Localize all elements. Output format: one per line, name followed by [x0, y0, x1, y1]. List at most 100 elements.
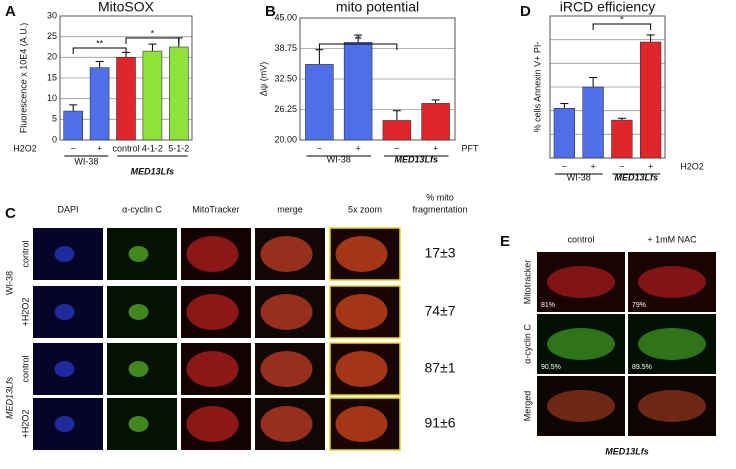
- result-header: % mito: [426, 192, 454, 202]
- y-tick-label: 30: [47, 10, 57, 20]
- cell-signal: [335, 351, 388, 387]
- y-tick-label: 32.50: [274, 73, 297, 83]
- treatment-label: PFT: [462, 143, 480, 153]
- group-label: WI-38: [567, 172, 591, 182]
- x-tick-label: 5-1-2: [168, 143, 189, 153]
- result-header: fragmentation: [412, 204, 467, 214]
- y-axis-label: Fluorescence x 10E4 (A.U.): [18, 23, 28, 134]
- group-label: WI-38: [327, 154, 351, 164]
- percentage: 79%: [632, 302, 646, 309]
- cell-signal: [54, 416, 75, 432]
- group-label: MED13Lfs: [614, 172, 658, 182]
- bar: [382, 120, 412, 141]
- bar: [63, 110, 84, 141]
- x-tick-label: +: [433, 143, 438, 153]
- x-tick-label: +: [648, 161, 653, 171]
- cell-signal: [260, 406, 313, 442]
- x-tick-label: +: [355, 143, 360, 153]
- cell-signal: [54, 361, 75, 377]
- bar: [89, 67, 110, 141]
- caption: MED13Lfs: [605, 446, 649, 456]
- result-value: 91±6: [424, 415, 455, 431]
- cell-signal: [128, 246, 149, 262]
- y-tick-label: 20.00: [274, 134, 297, 144]
- sig-bracket: [318, 43, 398, 50]
- cell-signal: [547, 328, 615, 360]
- row-label: +H2O2: [20, 410, 30, 439]
- bar: [553, 108, 576, 159]
- cell-signal: [128, 361, 149, 377]
- column-header: MitoTracker: [192, 204, 239, 214]
- treatment-label: H2O2: [680, 161, 704, 171]
- cell-signal: [638, 328, 706, 360]
- cell-signal: [547, 266, 615, 298]
- row-label: control: [20, 355, 30, 382]
- cell-signal: [186, 351, 239, 387]
- x-tick-label: control: [112, 143, 139, 153]
- chart-title: MitoSOX: [98, 0, 155, 15]
- panel-letter: A: [5, 3, 16, 20]
- row-label: +H2O2: [20, 298, 30, 327]
- percentage: 90.5%: [541, 364, 561, 371]
- bar: [142, 50, 163, 141]
- y-tick-label: 10: [47, 93, 57, 103]
- row-label: Mitotracker: [522, 260, 532, 305]
- y-axis-label: Δψ (mV): [258, 62, 268, 96]
- column-header: + 1mM NAC: [647, 234, 697, 244]
- bar: [305, 64, 334, 141]
- y-tick-label: 0: [52, 134, 57, 144]
- cell-signal: [260, 236, 313, 272]
- row-label: control: [20, 240, 30, 267]
- y-tick-label: 20: [47, 52, 57, 62]
- result-value: 87±1: [424, 360, 455, 376]
- cell-signal: [260, 294, 313, 330]
- cell-signal: [54, 304, 75, 320]
- group-label: WI-38: [4, 271, 14, 295]
- bar: [421, 103, 450, 141]
- y-tick-label: 25: [47, 31, 57, 41]
- treatment-label: H2O2: [13, 143, 37, 153]
- column-header: control: [567, 234, 594, 244]
- plot-frame: [299, 17, 456, 141]
- cell-signal: [186, 294, 239, 330]
- group-label: MED13Lfs: [131, 166, 175, 176]
- cell-signal: [335, 406, 388, 442]
- bar: [168, 46, 189, 141]
- sig-annotation: *: [620, 14, 624, 24]
- sig-annotation: *: [151, 28, 155, 38]
- cell-signal: [128, 416, 149, 432]
- bar: [639, 41, 662, 159]
- y-tick-label: 15: [47, 72, 57, 82]
- group-label: MED13Lfs: [394, 154, 438, 164]
- panel-letter: B: [265, 3, 276, 20]
- bar: [582, 86, 604, 159]
- cell-signal: [54, 246, 75, 262]
- panel-letter: D: [520, 3, 531, 20]
- cell-signal: [260, 351, 313, 387]
- group-label: MED13Lfs: [4, 376, 14, 419]
- cell-signal: [638, 390, 706, 422]
- bar: [116, 57, 136, 141]
- row-label: Merged: [522, 391, 532, 422]
- sig-annotation: **: [96, 38, 104, 48]
- chart-title: mito potential: [336, 0, 419, 15]
- cell-signal: [335, 294, 388, 330]
- y-axis-label: % cells Annexin V+ PI-: [532, 42, 542, 133]
- cell-signal: [128, 304, 149, 320]
- cell-signal: [186, 236, 239, 272]
- row-label: α-cyclin C: [522, 324, 532, 364]
- x-tick-label: +: [590, 161, 595, 171]
- plot-frame: [549, 15, 666, 159]
- group-label: WI-38: [74, 156, 98, 166]
- column-header: 5x zoom: [348, 204, 382, 214]
- y-tick-label: 5: [52, 114, 57, 124]
- panel-letter: E: [500, 233, 510, 250]
- x-tick-label: +: [97, 143, 102, 153]
- cell-signal: [335, 236, 388, 272]
- sig-bracket: [72, 47, 127, 54]
- y-tick-label: 26.25: [274, 104, 297, 114]
- column-header: α-cyclin C: [122, 204, 162, 214]
- percentage: 81%: [541, 302, 555, 309]
- cell-signal: [638, 266, 706, 298]
